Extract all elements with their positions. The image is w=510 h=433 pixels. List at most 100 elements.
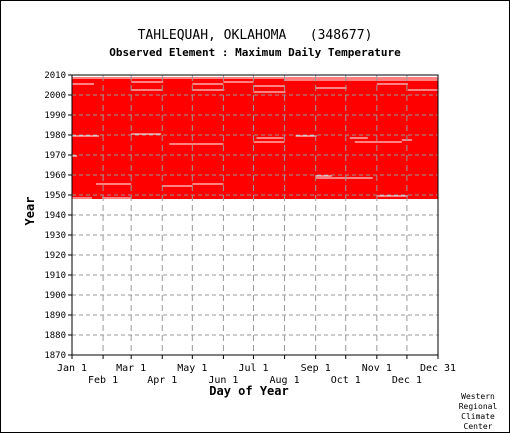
data-year-row — [72, 195, 438, 197]
data-year-row — [72, 111, 438, 113]
missing-data-gap — [376, 83, 408, 85]
data-year-row — [72, 189, 438, 191]
data-year-row — [72, 167, 438, 169]
missing-data-gap — [349, 137, 368, 139]
credit-line: Center — [464, 422, 493, 431]
data-year-row — [72, 143, 438, 145]
missing-data-gap — [102, 197, 132, 199]
missing-data-gap — [223, 81, 254, 83]
data-year-row — [72, 123, 438, 125]
missing-data-gap — [72, 77, 438, 79]
data-year-row — [72, 151, 438, 153]
x-tick-label: Apr 1 — [147, 375, 177, 386]
credit-line: Climate — [461, 412, 495, 421]
data-year-row — [72, 161, 438, 163]
missing-data-gap — [253, 91, 286, 93]
data-year-row — [72, 153, 438, 155]
x-tick-label: Aug 1 — [270, 375, 300, 386]
data-layer — [72, 77, 438, 199]
data-year-row — [72, 131, 438, 133]
data-year-row — [72, 155, 438, 157]
missing-data-gap — [131, 89, 163, 91]
tick-layer: 1870 1880 1890 1900 1910 1920 1930 1940 1950 1960… — [44, 71, 456, 386]
x-tick-label: Jun 1 — [208, 375, 238, 386]
y-tick-label: 1980 — [44, 131, 66, 141]
data-year-row — [72, 107, 438, 109]
missing-data-gap — [72, 83, 95, 85]
data-year-row — [72, 81, 438, 83]
data-year-row — [72, 169, 438, 171]
x-axis-label: Day of Year — [209, 384, 288, 398]
data-year-row — [72, 149, 438, 151]
y-tick-label: 2010 — [44, 71, 66, 81]
y-tick-label: 1900 — [44, 291, 66, 301]
missing-data-gap — [131, 81, 164, 83]
data-year-row — [72, 145, 438, 147]
missing-data-gap — [72, 197, 93, 199]
data-year-row — [72, 121, 438, 123]
y-tick-label: 1960 — [44, 171, 66, 181]
chart-subtitle: Observed Element : Maximum Daily Tempera… — [109, 46, 401, 59]
missing-data-gap — [96, 183, 132, 185]
missing-data-gap — [131, 133, 162, 135]
missing-data-gap — [315, 87, 347, 89]
data-year-row — [72, 171, 438, 173]
data-year-row — [72, 87, 438, 89]
x-tick-label: Feb 1 — [88, 375, 118, 386]
data-year-row — [72, 193, 438, 195]
data-year-row — [72, 89, 438, 91]
chart-title: TAHLEQUAH, OKLAHOMA (348677) — [138, 28, 373, 43]
y-tick-label: 1970 — [44, 151, 66, 161]
x-tick-label: Jul 1 — [238, 363, 268, 374]
data-year-row — [72, 157, 438, 159]
y-tick-label: 1870 — [44, 351, 66, 361]
missing-data-gap — [253, 141, 285, 143]
y-tick-label: 1920 — [44, 251, 66, 261]
data-year-row — [72, 175, 438, 177]
data-year-row — [72, 115, 438, 117]
data-year-row — [72, 163, 438, 165]
y-tick-label: 1940 — [44, 211, 66, 221]
y-tick-label: 1910 — [44, 271, 66, 281]
data-year-row — [72, 135, 438, 137]
x-tick-label: Mar 1 — [116, 363, 146, 374]
data-year-row — [72, 103, 438, 105]
x-tick-label: Nov 1 — [362, 363, 392, 374]
data-year-row — [72, 137, 438, 139]
x-tick-label: Dec 1 — [392, 375, 422, 386]
x-tick-label: Dec 31 — [420, 363, 456, 374]
data-year-row — [72, 79, 438, 81]
data-year-row — [72, 83, 438, 85]
data-year-row — [72, 129, 438, 131]
data-year-row — [72, 197, 438, 199]
credit-line: Regional — [459, 402, 498, 411]
missing-data-gap — [315, 177, 373, 179]
data-year-row — [72, 191, 438, 193]
data-year-row — [72, 177, 438, 179]
missing-data-gap — [72, 135, 100, 137]
data-year-row — [72, 117, 438, 119]
x-tick-label: Oct 1 — [331, 375, 361, 386]
data-year-row — [72, 105, 438, 107]
missing-data-gap — [162, 185, 193, 187]
data-year-row — [72, 139, 438, 141]
data-year-row — [72, 133, 438, 135]
data-year-row — [72, 125, 438, 127]
y-tick-label: 1990 — [44, 111, 66, 121]
data-year-row — [72, 101, 438, 103]
missing-data-gap — [407, 89, 438, 91]
data-year-row — [72, 95, 438, 97]
missing-data-gap — [169, 143, 224, 145]
missing-data-gap — [284, 79, 438, 81]
missing-data-gap — [256, 137, 284, 139]
missing-data-gap — [192, 89, 225, 91]
data-year-row — [72, 183, 438, 185]
data-year-row — [72, 127, 438, 129]
data-year-row — [72, 97, 438, 99]
y-axis-label: Year — [23, 197, 37, 226]
data-year-row — [72, 147, 438, 149]
missing-data-gap — [315, 175, 332, 177]
credit-line: Western — [461, 392, 495, 401]
